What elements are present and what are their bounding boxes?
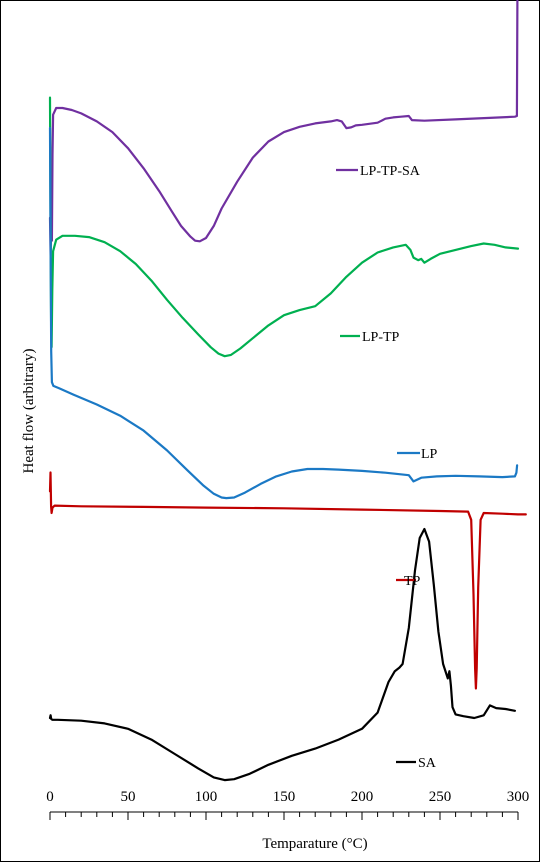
x-tick-label-200: 200: [351, 789, 374, 805]
series-line-lp-tp-sa: [48, 0, 519, 257]
x-tick-label-300: 300: [507, 789, 530, 805]
series-line-lp: [48, 126, 519, 500]
series-line-tp: [48, 471, 527, 690]
x-tick-label-0: 0: [46, 789, 54, 805]
legend-group: LP-TP-SA LP-TP LP TP SA: [336, 164, 438, 771]
x-axis-ticks: [49, 812, 519, 820]
curves-group: [48, 0, 527, 782]
x-axis-tick-labels: 0 50 100 150 200 250 300: [46, 789, 529, 805]
y-axis-label: Heat flow (arbitrary): [21, 349, 37, 474]
x-axis-label: Temparature (°C): [262, 836, 367, 852]
x-tick-label-100: 100: [195, 789, 218, 805]
legend-label-sa: SA: [418, 756, 437, 771]
series-line-sa: [48, 527, 516, 782]
legend-label-lp-tp-sa: LP-TP-SA: [360, 164, 421, 179]
series-line-lp-tp: [48, 96, 520, 358]
x-tick-label-50: 50: [121, 789, 136, 805]
x-tick-label-250: 250: [429, 789, 452, 805]
legend-label-lp: LP: [421, 447, 438, 462]
legend-label-tp: TP: [404, 574, 421, 589]
x-tick-label-150: 150: [273, 789, 296, 805]
legend-label-lp-tp: LP-TP: [362, 330, 400, 345]
